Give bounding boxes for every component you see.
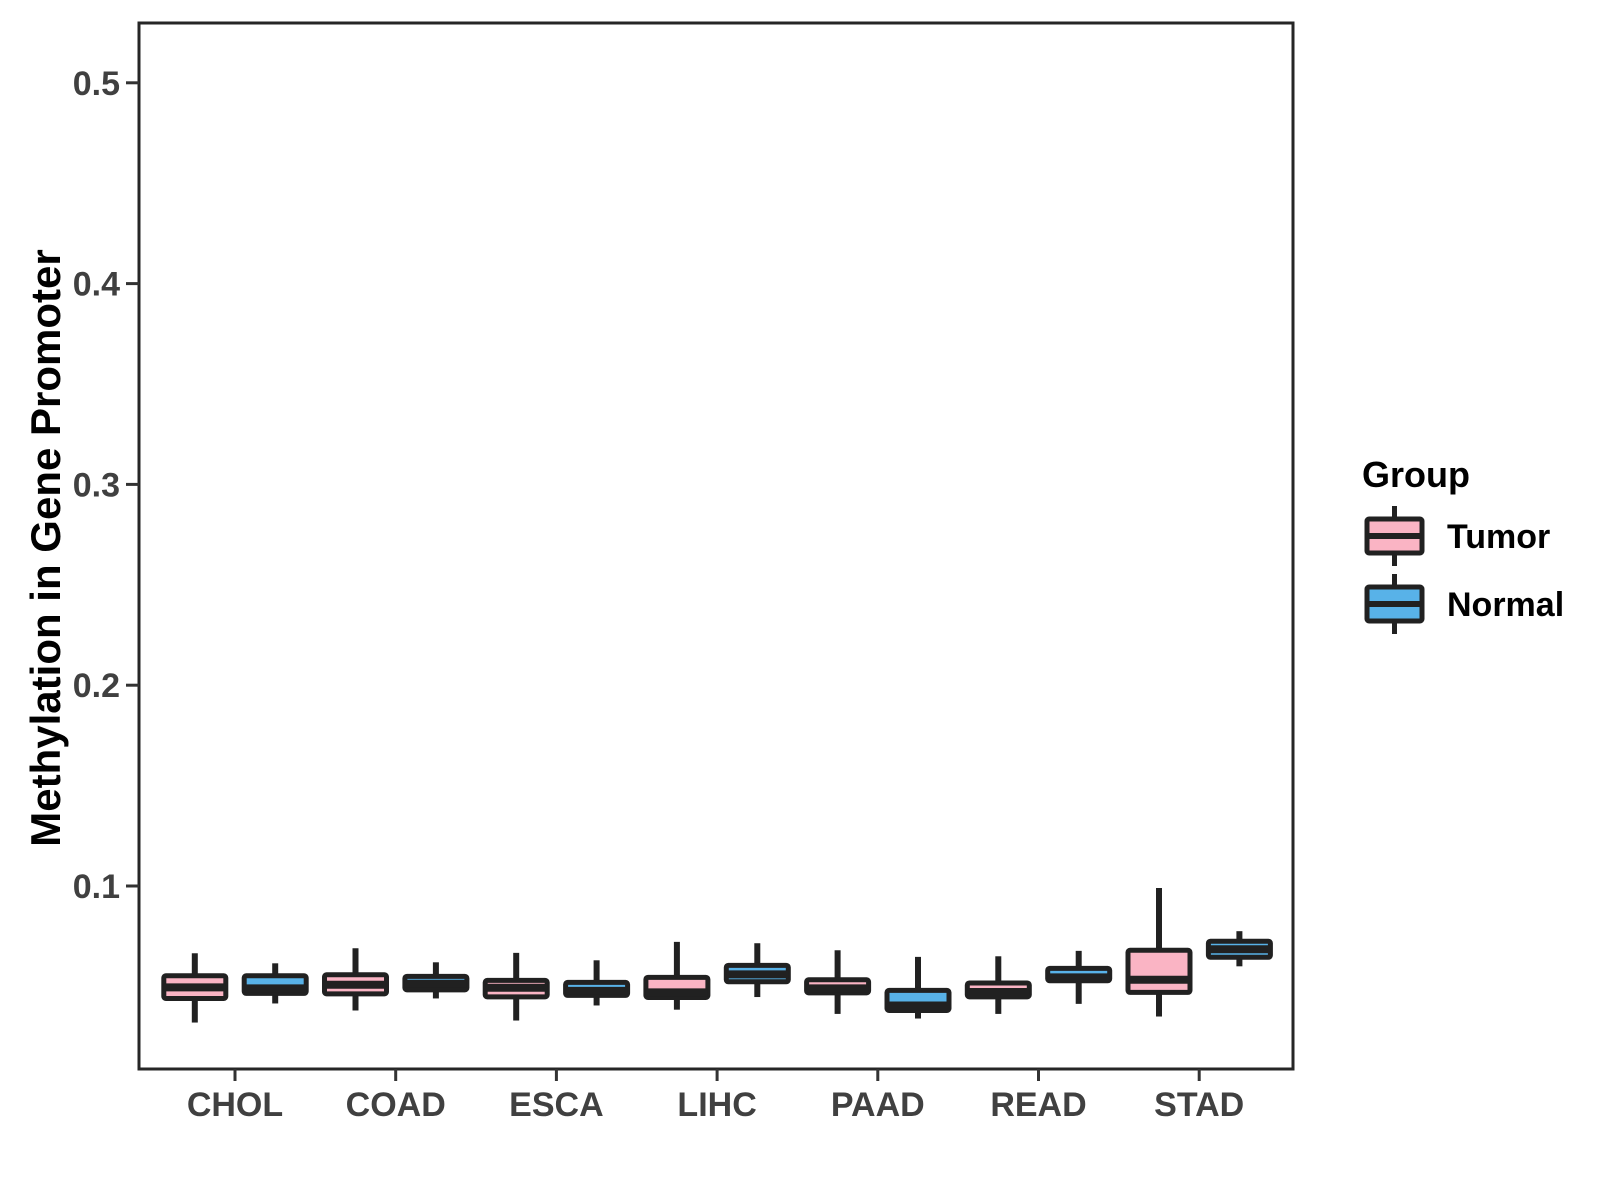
x-tick-label: LIHC [677,1086,756,1124]
y-axis: 0.5 0.4 0.3 0.2 0.1 [73,65,139,906]
panel-border [137,21,1295,1071]
y-tick-label: 0.4 [73,266,120,304]
legend-key-normal [1364,574,1425,634]
y-axis-title: Methylation in Gene Promoter [22,249,69,846]
legend: Group Tumor Normal [1362,454,1564,634]
x-tick-label: READ [990,1086,1086,1124]
boxplot-series [161,888,1273,1023]
legend-label-normal: Normal [1447,586,1564,624]
y-tick-label: 0.3 [73,466,120,504]
y-tick-label: 0.1 [73,868,120,906]
x-axis: CHOL COAD ESCA LIHC PAAD READ STAD [187,1069,1244,1124]
x-tick-label: STAD [1154,1086,1244,1124]
x-tick-label: CHOL [187,1086,283,1124]
x-tick-label: COAD [346,1086,446,1124]
box-STAD-Tumor [1125,947,1193,995]
y-tick-label: 0.2 [73,667,120,705]
x-tick-label: ESCA [509,1086,603,1124]
legend-key-tumor [1364,506,1425,566]
legend-label-tumor: Tumor [1447,518,1550,556]
legend-keys [1364,506,1425,634]
x-tick-label: PAAD [831,1086,925,1124]
legend-title: Group [1362,454,1470,495]
y-tick-label: 0.5 [73,65,120,103]
